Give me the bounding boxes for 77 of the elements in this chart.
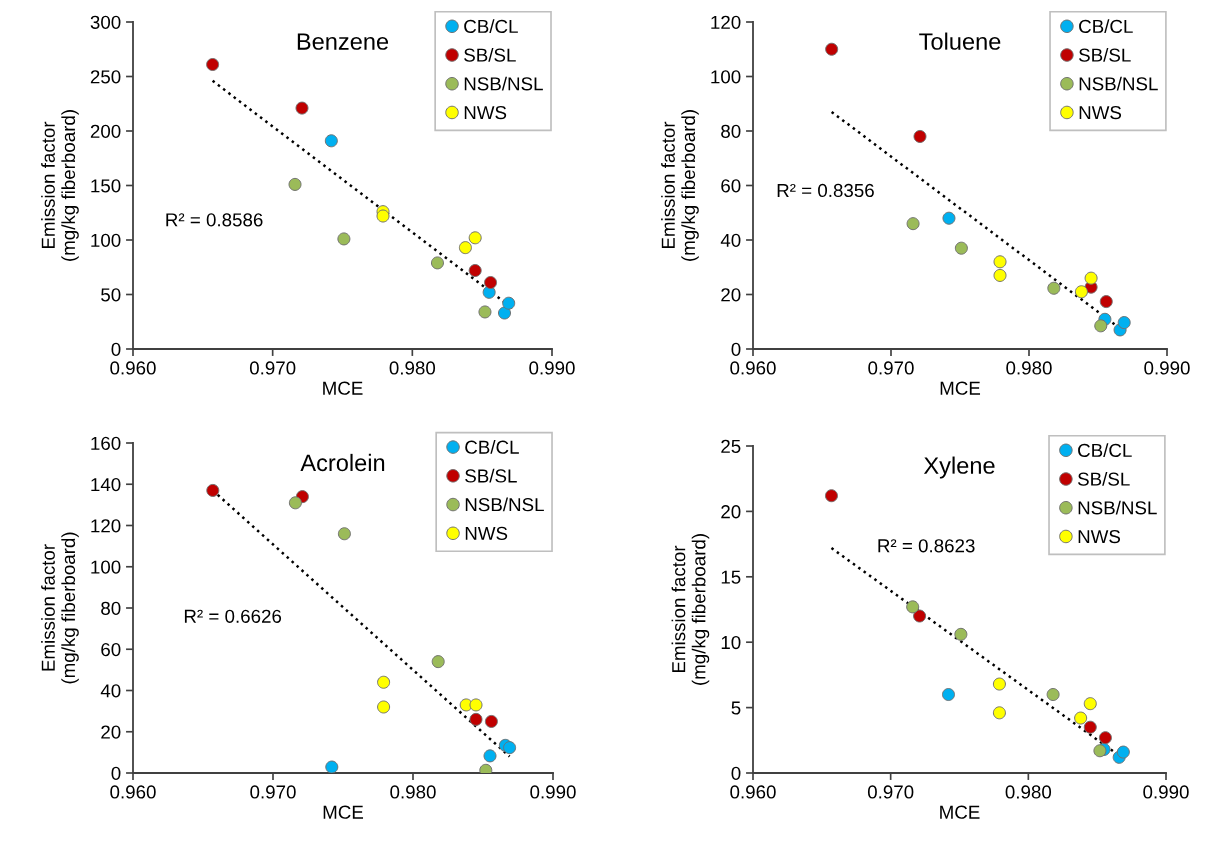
- x-tick-label: 0.980: [390, 785, 436, 799]
- x-tick-label: 0.970: [250, 785, 296, 799]
- y-tick-label: 20: [101, 725, 121, 739]
- legend-label: NWS: [1079, 105, 1122, 120]
- chart-title: Benzene: [297, 33, 389, 50]
- y-tick-label: 50: [101, 288, 121, 302]
- annotation: R² = 0.8356: [777, 183, 874, 198]
- annotation: R² = 0.8623: [878, 539, 975, 553]
- x-tick-label: 0.990: [530, 785, 576, 799]
- y-tick-label: 120: [91, 519, 121, 533]
- legend-label: CB/CL: [1079, 19, 1133, 34]
- y-tick-label: 20: [721, 288, 741, 302]
- x-tick-label: 0.960: [110, 785, 156, 799]
- y-tick-label: 160: [91, 436, 121, 450]
- legend-label: SB/SL: [465, 468, 517, 483]
- legend-label: SB/SL: [1079, 47, 1131, 62]
- legend-label: NWS: [1078, 529, 1121, 544]
- legend-label: CB/CL: [464, 19, 518, 34]
- legend-label: NSB/NSL: [1079, 76, 1158, 91]
- x-tick-label: 0.980: [1005, 785, 1052, 799]
- chart-title: Toluene: [919, 32, 1001, 50]
- legend-label: NWS: [465, 526, 508, 541]
- x-axis-title: MCE: [323, 805, 364, 819]
- legend-label: NSB/NSL: [1078, 500, 1157, 515]
- y-tick-label: 200: [90, 124, 121, 138]
- x-axis-title: MCE: [940, 805, 980, 819]
- x-tick-label: 0.960: [730, 361, 776, 375]
- legend-label: CB/CL: [1078, 443, 1132, 458]
- y-tick-label: 150: [91, 179, 121, 193]
- y-tick-label: 0: [111, 766, 121, 780]
- y-tick-label: 40: [720, 233, 741, 247]
- x-tick-label: 0.970: [868, 361, 914, 375]
- y-tick-label: 100: [711, 70, 741, 84]
- y-tick-label: 80: [721, 124, 741, 138]
- legend-label: NWS: [464, 105, 507, 120]
- x-axis-title: MCE: [323, 381, 363, 395]
- legend-label: SB/SL: [1078, 471, 1130, 486]
- legend-label: NSB/NSL: [465, 497, 544, 512]
- x-tick-label: 0.960: [730, 785, 776, 799]
- y-tick-label: 250: [90, 70, 121, 84]
- legend-label: SB/SL: [464, 47, 516, 62]
- chart-title: Acrolein: [300, 453, 385, 472]
- y-tick-label: 60: [101, 642, 121, 657]
- x-axis-title: MCE: [940, 381, 981, 395]
- y-tick-label: 10: [721, 635, 741, 650]
- y-tick-label: 100: [91, 233, 121, 247]
- annotation: R² = 0.8586: [166, 213, 263, 227]
- y-tick-label: 140: [91, 477, 121, 492]
- y-axis-title: Emission factor (mg/kg fiberboard): [671, 534, 710, 685]
- y-tick-label: 15: [721, 570, 741, 584]
- chart-title: Xylene: [923, 456, 995, 479]
- legend-label: NSB/NSL: [464, 76, 543, 91]
- x-tick-label: 0.980: [1006, 361, 1052, 375]
- y-tick-label: 25: [721, 439, 741, 453]
- x-tick-label: 0.990: [1143, 785, 1189, 799]
- y-tick-label: 0: [731, 342, 741, 356]
- x-tick-label: 0.960: [110, 361, 156, 375]
- y-tick-label: 0: [111, 342, 121, 356]
- y-tick-label: 300: [90, 15, 121, 29]
- x-tick-label: 0.970: [249, 361, 296, 375]
- y-tick-label: 20: [721, 505, 741, 519]
- y-axis-title: Emission factor (mg/kg fiberboard): [661, 110, 699, 261]
- y-tick-label: 60: [721, 179, 741, 193]
- legend-label: CB/CL: [465, 440, 519, 454]
- y-tick-label: 100: [91, 560, 121, 574]
- y-axis-title: Emission factor (mg/kg fiberboard): [41, 532, 79, 684]
- x-tick-label: 0.990: [529, 361, 575, 375]
- x-tick-label: 0.990: [1144, 361, 1190, 375]
- y-tick-label: 80: [101, 601, 121, 615]
- y-tick-label: 0: [731, 766, 741, 780]
- y-axis-title: Emission factor (mg/kg fiberboard): [41, 110, 79, 261]
- x-tick-label: 0.970: [867, 785, 914, 799]
- y-tick-label: 40: [100, 684, 121, 698]
- x-tick-label: 0.980: [389, 361, 436, 375]
- y-tick-label: 5: [731, 701, 741, 715]
- annotation: R² = 0.6626: [184, 609, 282, 623]
- y-tick-label: 120: [711, 15, 741, 29]
